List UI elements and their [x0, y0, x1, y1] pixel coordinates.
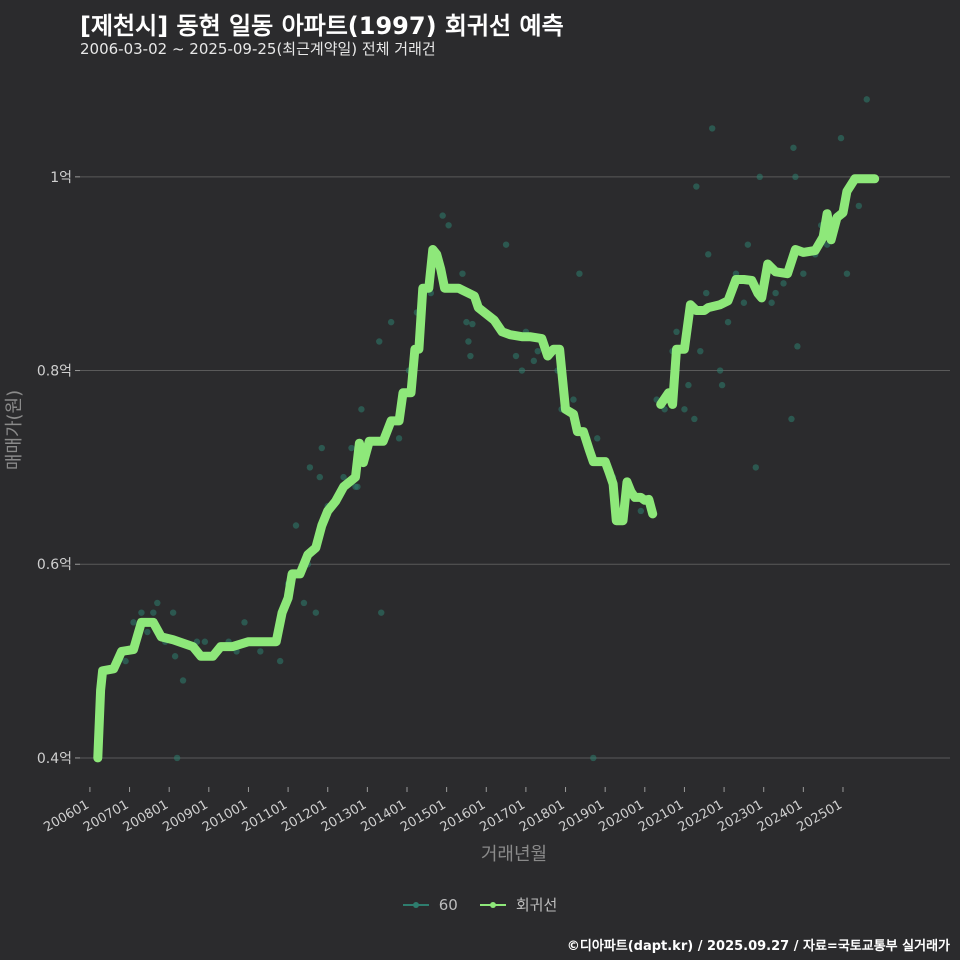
y-tick-label: 0.6억: [37, 557, 72, 573]
scatter-point: [179, 677, 187, 684]
x-axis-label: 거래년월: [481, 844, 547, 865]
scatter-point: [534, 347, 541, 355]
scatter-point: [306, 464, 314, 471]
scatter-point: [354, 483, 361, 490]
scatter-point: [576, 270, 583, 277]
scatter-point: [463, 318, 470, 326]
scatter-point: [681, 406, 688, 413]
regression-line: [93, 245, 658, 763]
scatter-point: [358, 406, 365, 413]
scatter-point: [150, 609, 157, 616]
legend: 60 회귀선: [0, 894, 960, 915]
scatter-point: [594, 435, 601, 442]
scatter-point: [740, 299, 748, 306]
scatter-point: [590, 754, 597, 762]
legend-item-60: 60: [402, 895, 458, 914]
scatter-point: [257, 648, 264, 655]
legend-key-regression: [479, 898, 506, 912]
scatter-point: [201, 638, 209, 645]
scatter-point: [673, 328, 680, 336]
legend-key-60: [402, 898, 429, 912]
scatter-point: [312, 609, 320, 616]
scatter-point: [794, 343, 801, 350]
scatter-point: [465, 338, 472, 345]
scatter-point: [469, 320, 476, 328]
scatter-point: [395, 435, 403, 442]
scatter-point: [637, 507, 645, 515]
scatter-point: [691, 415, 698, 423]
scatter-point: [863, 96, 870, 103]
scatter-point: [744, 241, 752, 248]
scatter-point: [693, 183, 700, 190]
scatter-point: [724, 318, 732, 326]
scatter-point: [703, 289, 710, 297]
scatter-point: [122, 657, 129, 665]
scatter-point: [790, 144, 797, 151]
scatter-point: [241, 619, 248, 626]
footer-credit: ©디아파트(dapt.kr) / 2025.09.27 / 자료=국토교통부 실…: [566, 939, 950, 954]
scatter-point: [138, 609, 145, 616]
scatter-point: [154, 599, 161, 607]
scatter-point: [697, 347, 704, 355]
chart-subtitle: 2006-03-02 ~ 2025-09-25(최근계약일) 전체 거래건: [80, 40, 436, 58]
scatter-point: [718, 381, 726, 389]
scatter-point: [705, 251, 712, 258]
y-tick-label: 1억: [50, 170, 72, 186]
x-tick-label: 202501: [794, 797, 844, 835]
scatter-point: [439, 212, 446, 219]
scatter-point: [716, 367, 724, 374]
regression-series: [93, 174, 880, 763]
legend-item-regression: 회귀선: [479, 894, 558, 915]
scatter-point: [445, 222, 452, 229]
y-tick-label: 0.8억: [37, 364, 72, 380]
scatter-point: [171, 653, 179, 660]
scatter-point: [800, 270, 807, 277]
scatter-point: [467, 352, 474, 360]
scatter-point: [376, 338, 383, 345]
scatter-point: [292, 522, 300, 529]
scatter-point: [772, 289, 779, 297]
scatter-point: [843, 270, 851, 277]
legend-label-regression: 회귀선: [515, 896, 558, 914]
scatter-series: [94, 96, 870, 762]
scatter-point: [756, 173, 763, 181]
scatter-point: [144, 628, 151, 636]
scatter-point: [837, 134, 845, 142]
scatter-point: [768, 299, 775, 306]
scatter-point: [316, 473, 323, 481]
scatter-point: [276, 657, 284, 665]
y-axis-ticks: 0.4억 0.6억 0.8억 1억: [37, 170, 80, 767]
scatter-point: [518, 367, 526, 374]
scatter-point: [318, 444, 325, 452]
scatter-point: [708, 125, 716, 132]
scatter-point: [173, 754, 181, 762]
scatter-point: [169, 609, 177, 616]
scatter-point: [570, 396, 577, 403]
scatter-point: [685, 381, 692, 389]
chart-title: [제천시] 동현 일동 아파트(1997) 회귀선 예측: [80, 12, 564, 40]
y-tick-label: 0.4억: [37, 751, 72, 767]
scatter-point: [300, 599, 308, 607]
scatter-point: [378, 609, 385, 616]
scatter-point: [788, 415, 795, 423]
scatter-point: [459, 270, 466, 277]
scatter-point: [752, 464, 759, 471]
grid-lines: [80, 176, 950, 759]
scatter-point: [502, 241, 510, 248]
scatter-point: [340, 473, 347, 481]
y-axis-label: 매매가(원): [4, 390, 25, 470]
legend-label-60: 60: [438, 895, 458, 914]
scatter-point: [780, 280, 787, 287]
scatter-point: [512, 352, 520, 360]
scatter-point: [348, 444, 355, 452]
x-axis-ticks: 2006012007012008012009012010012011012012…: [41, 787, 845, 835]
scatter-point: [130, 619, 137, 626]
scatter-point: [387, 318, 395, 326]
scatter-point: [530, 357, 538, 365]
regression-line: [656, 174, 880, 409]
scatter-point: [792, 173, 799, 181]
scatter-point: [855, 202, 863, 210]
